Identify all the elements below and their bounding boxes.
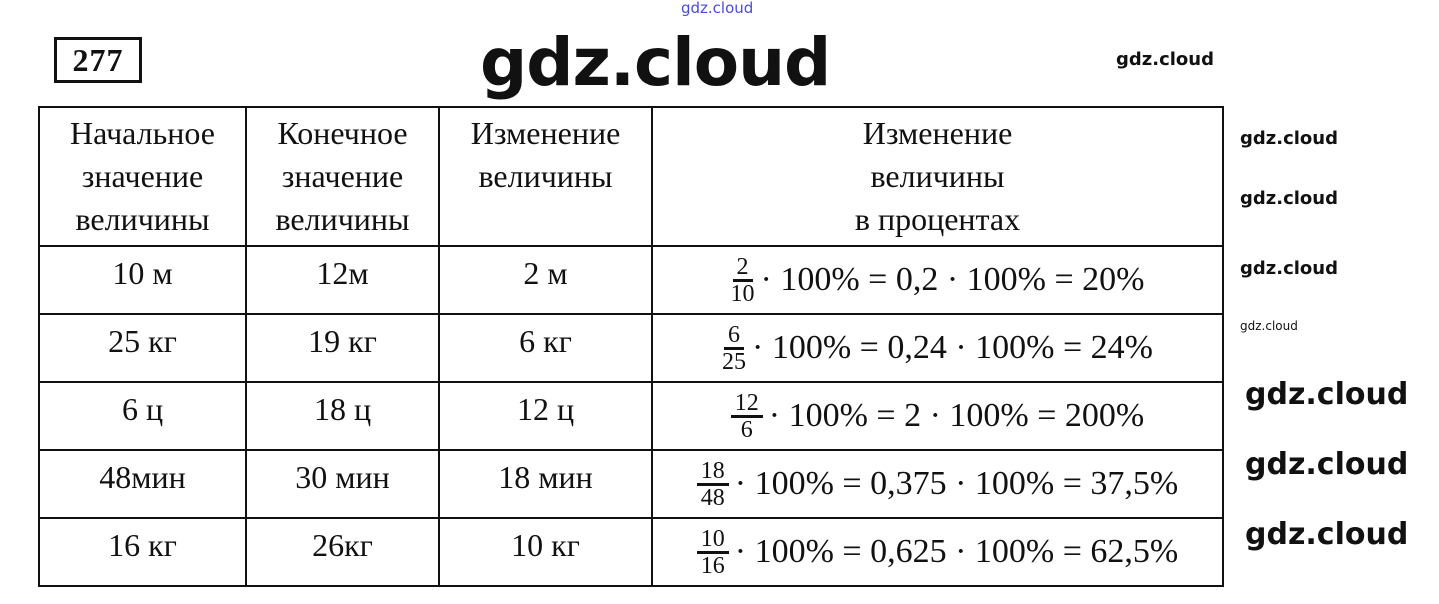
end-value-cell: 26кг [245,517,440,587]
watermark: gdz.cloud [1245,517,1409,552]
header-line: Начальное [70,115,215,151]
formula-rest: · 100% = 2 · 100% = 200% [768,397,1145,434]
denominator: 6 [740,416,753,443]
header-line: значение [281,158,404,194]
watermark: gdz.cloud [1245,447,1409,482]
fraction: 10 16 [696,527,729,579]
percent-formula-cell: 10 16 · 100% = 0,625 · 100% = 62,5% [651,517,1224,587]
numerator: 6 [724,323,745,350]
end-value-cell: 18 ц [245,381,440,451]
end-value-cell: 12м [245,245,440,315]
change-value-cell: 12 ц [438,381,653,451]
formula-rest: · 100% = 0,375 · 100% = 37,5% [734,465,1179,502]
table-row: 10 м 12м 2 м 2 10 · 100% = 0,2 · 100% = 20… [38,245,1224,315]
watermark: gdz.cloud [1245,377,1409,412]
denominator: 16 [700,552,725,579]
numerator: 18 [696,459,729,486]
table-row: 6 ц 18 ц 12 ц 12 6 · 100% = 2 · 100% = 200… [38,381,1224,451]
denominator: 25 [722,348,747,375]
start-value-cell: 48мин [38,449,247,519]
start-value-cell: 10 м [38,245,247,315]
watermark: gdz.cloud [681,0,754,17]
percent-formula-cell: 2 10 · 100% = 0,2 · 100% = 20% [651,245,1224,315]
header-cell: Конечное значение величины [245,106,440,247]
problem-number: 277 [54,37,142,83]
watermark: gdz.cloud [1240,258,1338,279]
table-row: 16 кг 26кг 10 кг 10 16 · 100% = 0,625 · 10… [38,517,1224,587]
change-value-cell: 6 кг [438,313,653,383]
numerator: 10 [696,527,729,554]
formula: 18 48 · 100% = 0,375 · 100% = 37,5% [653,451,1222,517]
watermark: gdz.cloud [1240,319,1298,333]
watermark: gdz.cloud [1116,49,1214,70]
end-value-cell: 19 кг [245,313,440,383]
header-line: Изменение [470,115,621,151]
change-value-cell: 18 мин [438,449,653,519]
percent-formula-cell: 12 6 · 100% = 2 · 100% = 200% [651,381,1224,451]
denominator: 10 [730,280,755,307]
table-row: 25 кг 19 кг 6 кг 6 25 · 100% = 0,24 · 100%… [38,313,1224,383]
end-value-cell: 30 мин [245,449,440,519]
formula-rest: · 100% = 0,24 · 100% = 24% [752,329,1153,366]
fraction: 2 10 [731,255,755,306]
change-value-cell: 2 м [438,245,653,315]
header-cell: Изменение величины [438,106,653,247]
denominator: 48 [700,484,725,511]
percent-change-table: Начальное значение величины Конечное значени… [38,106,1224,587]
formula: 10 16 · 100% = 0,625 · 100% = 62,5% [653,519,1222,585]
formula-rest: · 100% = 0,625 · 100% = 62,5% [734,533,1179,570]
numerator: 2 [732,255,753,282]
header-cell: Изменение величины в процентах [651,106,1224,247]
numerator: 12 [730,391,763,418]
header-line: значение [81,158,204,194]
start-value-cell: 6 ц [38,381,247,451]
start-value-cell: 16 кг [38,517,247,587]
fraction: 6 25 [722,323,746,374]
change-value-cell: 10 кг [438,517,653,587]
fraction: 12 6 [730,391,763,443]
percent-formula-cell: 18 48 · 100% = 0,375 · 100% = 37,5% [651,449,1224,519]
header-cell: Начальное значение величины [38,106,247,247]
table-header-row: Начальное значение величины Конечное значени… [38,106,1224,247]
formula: 6 25 · 100% = 0,24 · 100% = 24% [653,315,1222,381]
header-line: величины [870,158,1005,194]
start-value-cell: 25 кг [38,313,247,383]
header-line: величины [275,201,410,237]
header-line: Конечное [277,115,408,151]
fraction: 18 48 [696,459,729,511]
formula: 2 10 · 100% = 0,2 · 100% = 20% [653,247,1222,313]
formula: 12 6 · 100% = 2 · 100% = 200% [653,383,1222,449]
watermark: gdz.cloud [480,24,831,101]
watermark: gdz.cloud [1240,128,1338,149]
table-row: 48мин 30 мин 18 мин 18 48 · 100% = 0,375 ·… [38,449,1224,519]
watermark: gdz.cloud [1240,188,1338,209]
header-line: величины [75,201,210,237]
formula-rest: · 100% = 0,2 · 100% = 20% [760,261,1145,298]
header-line: в процентах [854,201,1021,237]
percent-formula-cell: 6 25 · 100% = 0,24 · 100% = 24% [651,313,1224,383]
header-line: Изменение [862,115,1013,151]
header-line: величины [478,158,613,194]
